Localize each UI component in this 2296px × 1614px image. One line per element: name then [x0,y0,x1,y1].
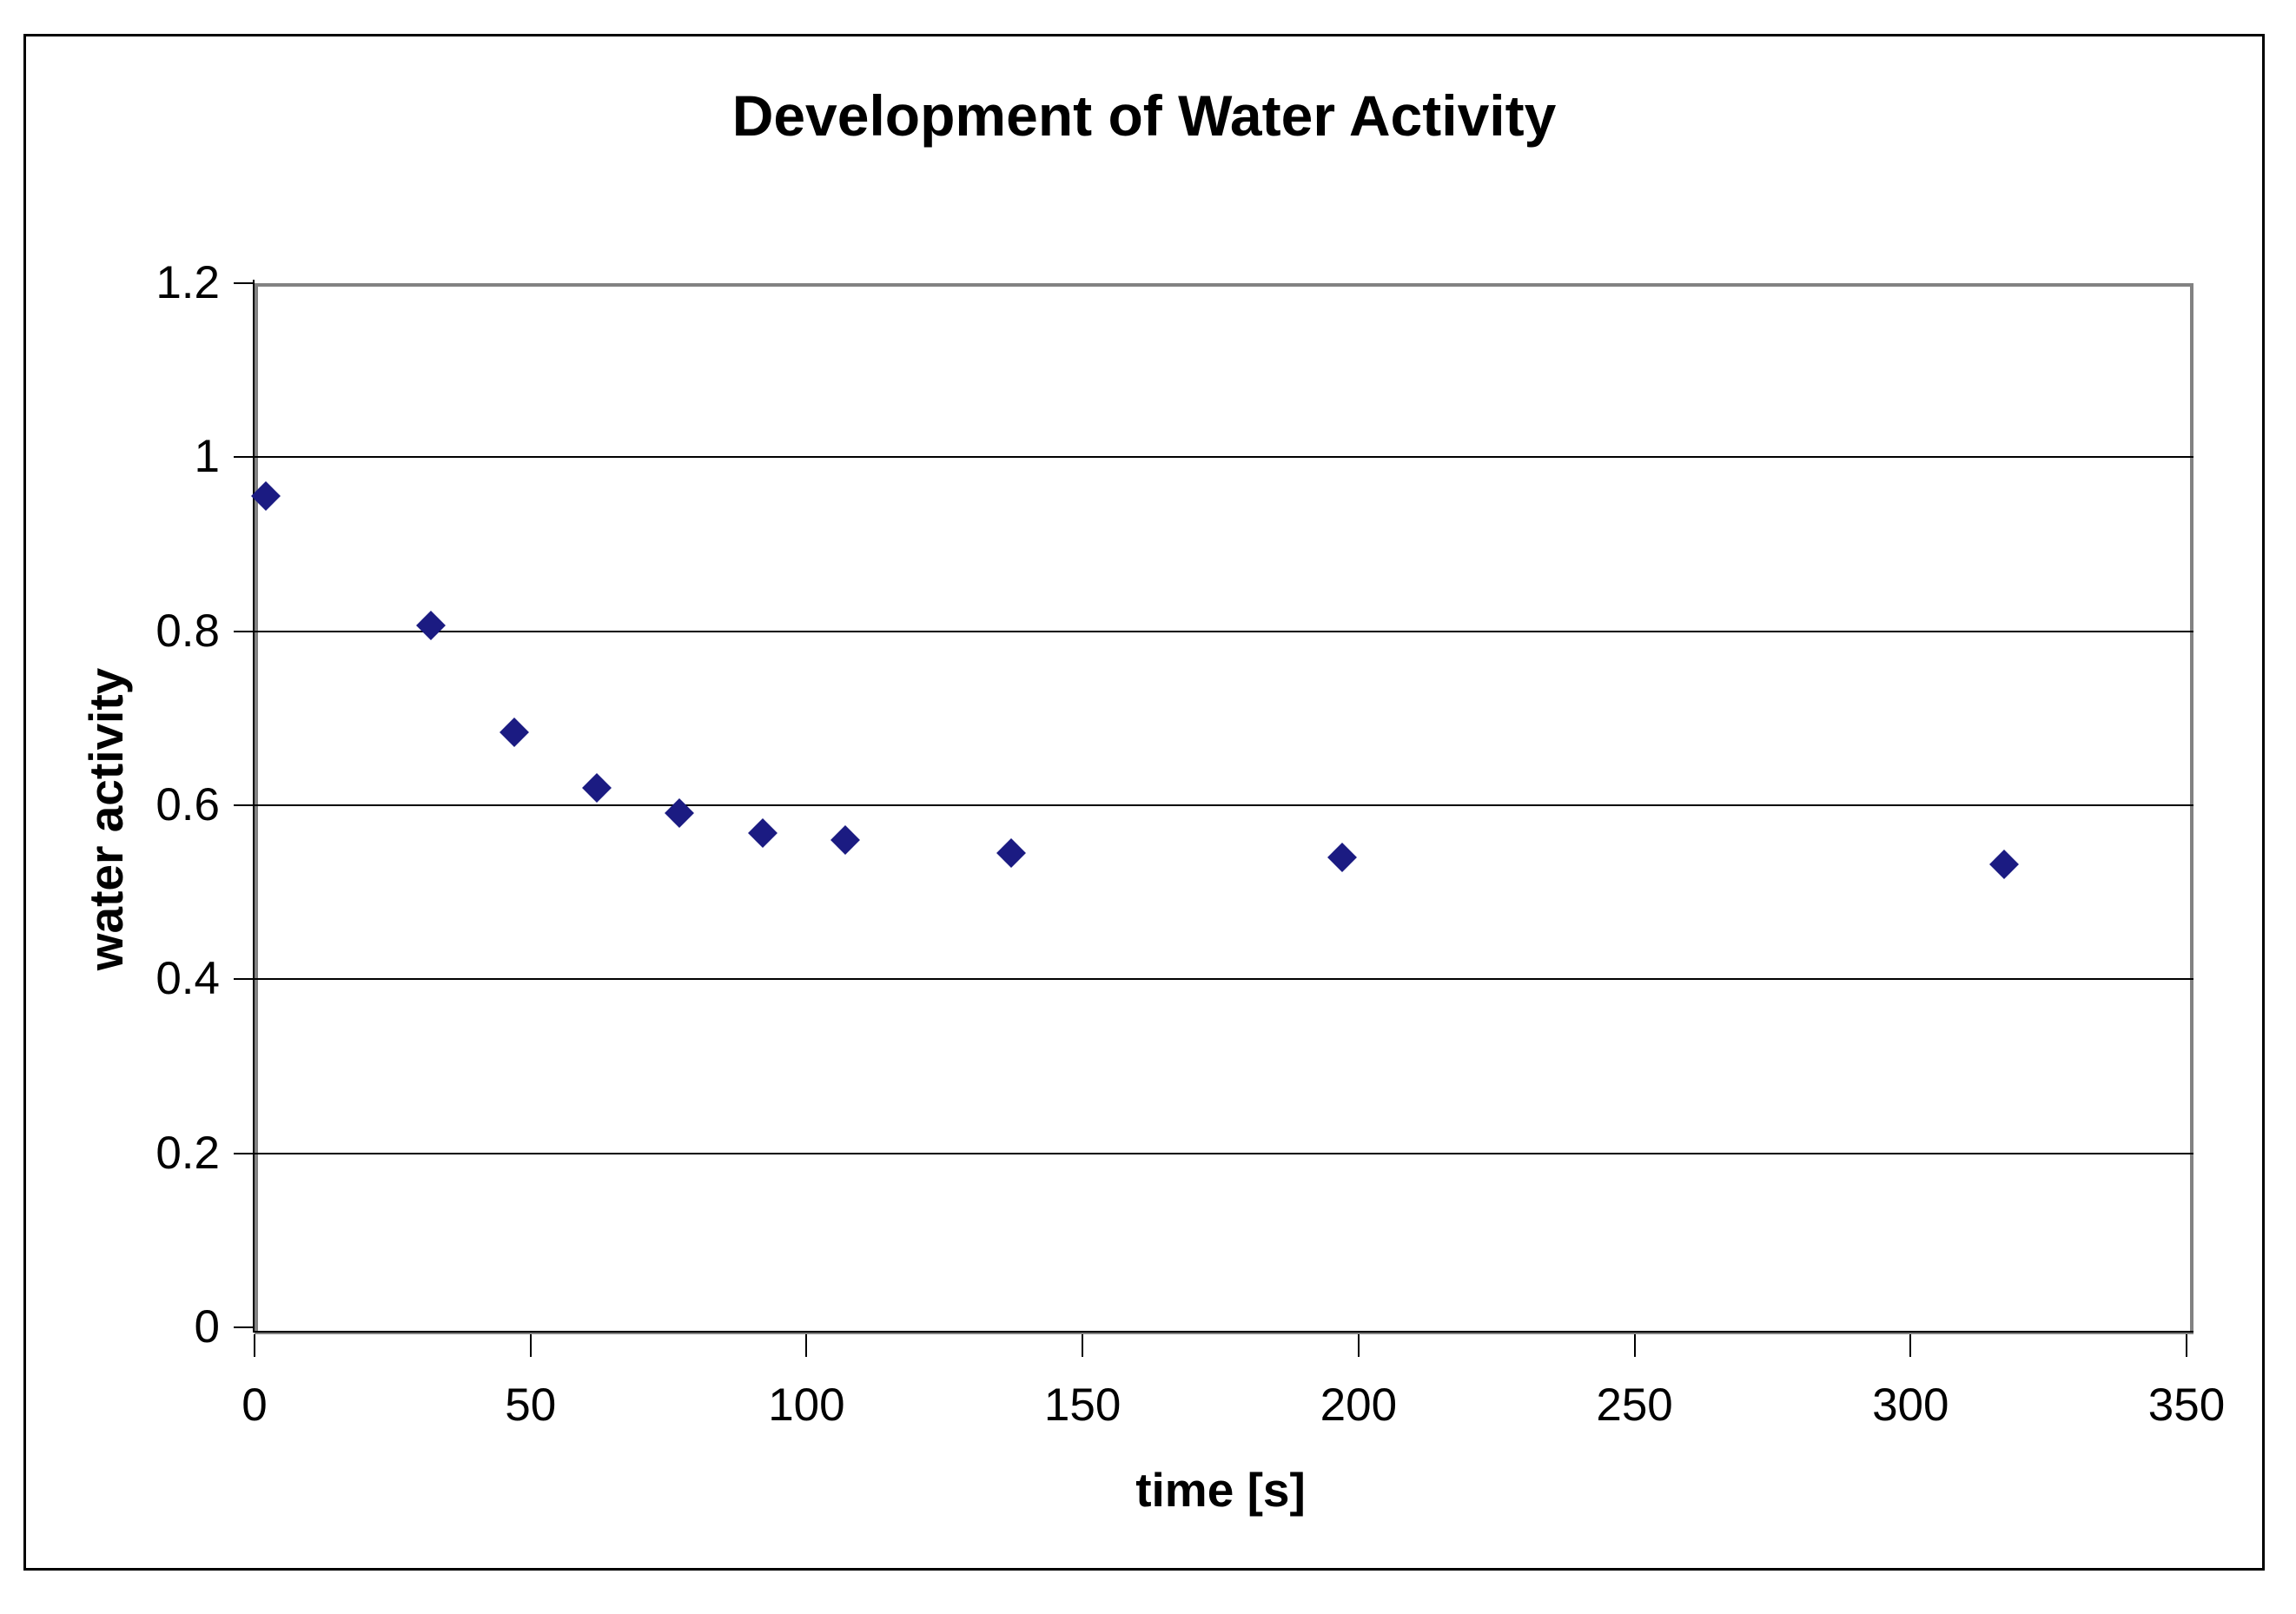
x-axis-tick [1357,1334,1360,1357]
y-axis-tick [234,1326,253,1328]
y-axis-tick [234,282,253,284]
y-axis-tick [234,630,253,632]
y-axis-tick [234,1152,253,1154]
x-tick-label: 150 [1043,1379,1122,1431]
x-tick-label: 250 [1596,1379,1673,1431]
y-axis-line [253,280,255,1333]
y-gridline [255,456,2193,459]
x-axis-tick [1909,1334,1912,1357]
y-tick-label: 0.8 [155,605,220,657]
x-tick-label: 200 [1320,1379,1398,1431]
y-tick-label: 0.4 [155,953,220,1005]
y-axis-tick [234,804,253,806]
chart-title: Development of Water Activity [731,83,1557,148]
y-gridline [255,630,2193,632]
x-tick-label: 300 [1872,1379,1949,1431]
x-tick-label: 350 [2147,1379,2226,1431]
x-axis-line [253,1331,2193,1333]
x-tick-label: 100 [768,1379,845,1431]
x-axis-tick [529,1334,532,1357]
x-axis-tick [805,1334,808,1357]
x-axis-title: time [s] [1135,1463,1306,1517]
y-tick-label: 1 [194,431,220,483]
x-axis-tick [1082,1334,1084,1357]
x-tick-label: 0 [242,1379,268,1431]
x-tick-label: 50 [505,1379,557,1431]
y-gridline [255,978,2193,981]
plot-area [255,283,2193,1334]
x-axis-tick [1633,1334,1636,1357]
x-axis-tick [254,1334,255,1357]
y-tick-label: 0.6 [155,779,220,830]
y-tick-label: 0 [194,1301,220,1353]
y-tick-label: 0.2 [155,1127,220,1179]
y-axis-tick [234,978,253,981]
y-gridline [255,804,2193,806]
y-gridline [255,1152,2193,1154]
y-axis-tick [234,456,253,459]
y-tick-label: 1.2 [155,257,220,308]
x-axis-tick [2186,1334,2187,1357]
